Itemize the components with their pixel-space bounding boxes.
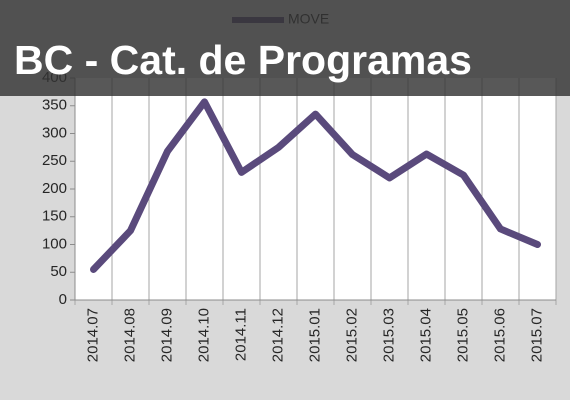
x-tick-label: 2015.05 bbox=[454, 308, 471, 362]
x-tick-label: 2014.11 bbox=[232, 308, 249, 361]
title-band bbox=[0, 0, 570, 96]
x-tick-label: 2015.02 bbox=[343, 308, 360, 362]
y-tick-label: 100 bbox=[42, 235, 67, 252]
x-tick-label: 2015.06 bbox=[491, 308, 508, 362]
x-tick-label: 2014.10 bbox=[195, 308, 212, 362]
series-line bbox=[90, 98, 541, 273]
x-tick-label: 2014.07 bbox=[84, 308, 101, 362]
chart-title: BC - Cat. de Programas bbox=[14, 37, 472, 83]
y-tick-label: 50 bbox=[50, 263, 67, 280]
x-tick-label: 2015.07 bbox=[528, 308, 545, 362]
y-tick-label: 200 bbox=[42, 180, 67, 197]
y-tick-label: 250 bbox=[42, 152, 67, 169]
y-tick-label: 0 bbox=[59, 291, 67, 308]
x-tick-label: 2015.01 bbox=[306, 308, 323, 362]
x-tick-label: 2015.03 bbox=[380, 308, 397, 362]
y-tick-label: 300 bbox=[42, 124, 67, 141]
x-tick-label: 2014.12 bbox=[269, 308, 286, 362]
y-tick-label: 350 bbox=[42, 97, 67, 114]
x-tick-label: 2015.04 bbox=[417, 308, 434, 362]
y-tick-label: 150 bbox=[42, 208, 67, 225]
x-tick-label: 2014.08 bbox=[121, 308, 138, 362]
x-tick-label: 2014.09 bbox=[158, 308, 175, 362]
